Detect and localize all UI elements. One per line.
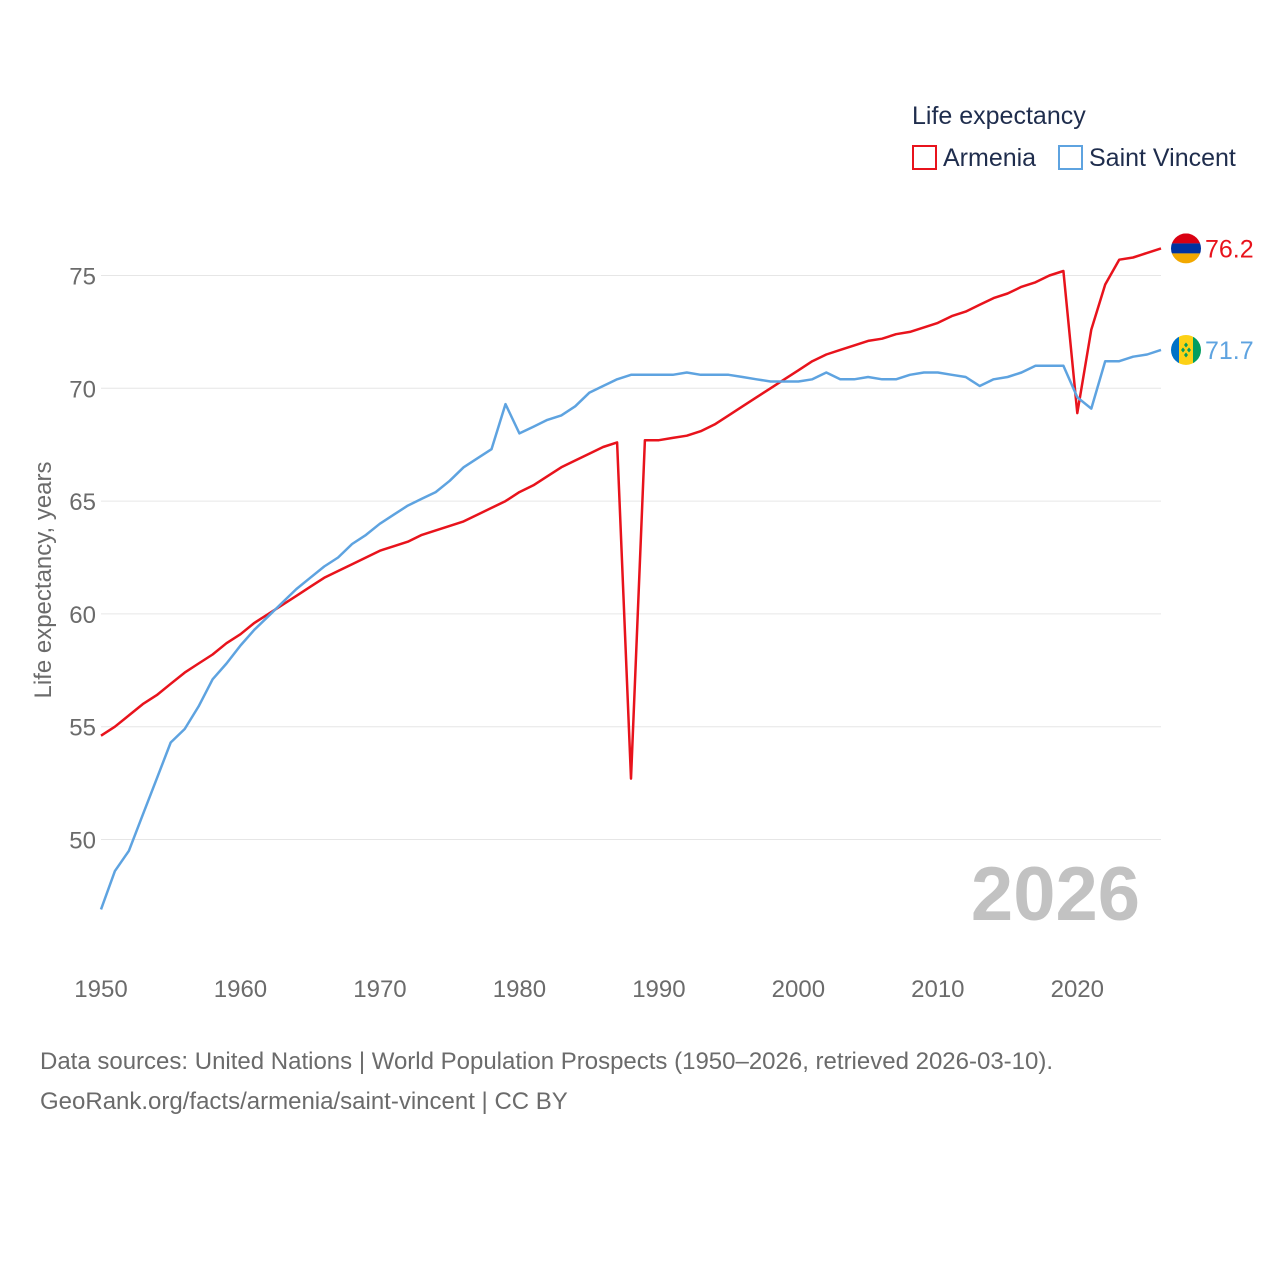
life-expectancy-chart: 50 55 60 65 70 75 1950 1960 1970 1980 1990 2000 201… xyxy=(30,102,1254,1003)
x-tick-1990: 1990 xyxy=(632,976,685,1003)
series-lines xyxy=(99,247,1162,910)
legend-label-saint-vincent: Saint Vincent xyxy=(1089,144,1236,172)
armenia-flag-icon xyxy=(1171,233,1201,264)
legend-title: Life expectancy xyxy=(912,102,1086,130)
legend-swatch-saint-vincent xyxy=(1058,145,1083,170)
legend-swatch-armenia xyxy=(912,145,937,170)
y-axis-label: Life expectancy, years xyxy=(30,461,57,698)
series-line-saint-vincent xyxy=(99,348,1162,910)
x-tick-1980: 1980 xyxy=(493,976,546,1003)
x-tick-1970: 1970 xyxy=(353,976,406,1003)
x-tick-2010: 2010 xyxy=(911,976,964,1003)
source-note: Data sources: United Nations | World Pop… xyxy=(40,1042,1053,1122)
gridlines xyxy=(101,275,1161,840)
y-tick-75: 75 xyxy=(69,264,96,291)
y-axis-ticks: 50 55 60 65 70 75 xyxy=(69,264,96,855)
legend-label-armenia: Armenia xyxy=(943,144,1036,172)
series-line-armenia xyxy=(100,247,1162,780)
x-tick-2000: 2000 xyxy=(772,976,825,1003)
y-tick-65: 65 xyxy=(69,489,96,516)
end-label-armenia: 76.2 xyxy=(1205,235,1254,263)
y-tick-55: 55 xyxy=(69,715,96,742)
x-tick-2020: 2020 xyxy=(1051,976,1104,1003)
legend[interactable]: Life expectancy Armenia Saint Vincent xyxy=(912,102,1236,172)
x-axis-ticks: 1950 1960 1970 1980 1990 2000 2010 2020 xyxy=(74,976,1104,1003)
y-tick-70: 70 xyxy=(69,376,96,403)
current-year-watermark: 2026 xyxy=(971,852,1140,937)
end-label-saint-vincent: 71.7 xyxy=(1205,337,1254,365)
end-labels: 76.2 71.7 xyxy=(1171,233,1254,365)
x-tick-1950: 1950 xyxy=(74,976,127,1003)
legend-item-saint-vincent[interactable]: Saint Vincent xyxy=(1058,144,1236,172)
source-line-1: Data sources: United Nations | World Pop… xyxy=(40,1048,1054,1075)
x-tick-1960: 1960 xyxy=(214,976,267,1003)
saint-vincent-flag-icon xyxy=(1171,334,1201,365)
legend-item-armenia[interactable]: Armenia xyxy=(912,144,1036,172)
y-tick-60: 60 xyxy=(69,602,96,629)
source-line-2[interactable]: GeoRank.org/facts/armenia/saint-vincent … xyxy=(40,1088,568,1115)
y-tick-50: 50 xyxy=(69,828,96,855)
